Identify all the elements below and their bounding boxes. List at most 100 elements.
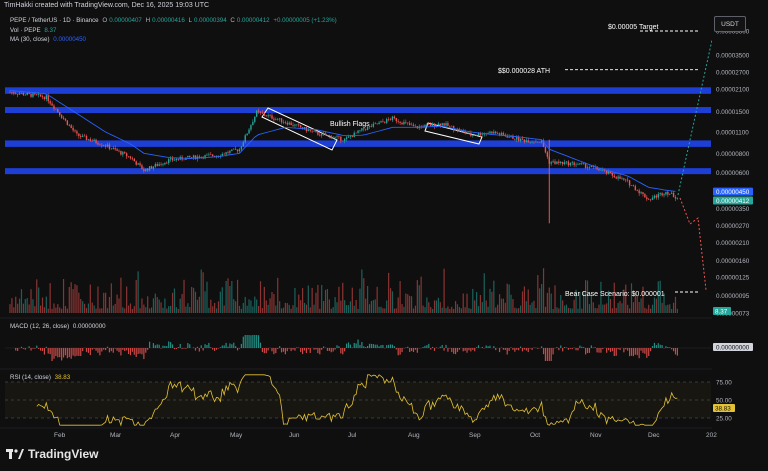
volume-bar [441, 307, 443, 313]
macd-label[interactable]: MACD (12, 26, close) [10, 323, 70, 330]
candle-body [97, 142, 99, 145]
candle-body [87, 139, 90, 140]
volume-bar [487, 306, 489, 313]
candle-body [493, 131, 495, 134]
candle-body [116, 149, 118, 151]
candle-body [343, 138, 346, 141]
candle-body [133, 159, 136, 162]
macd-bar [124, 348, 126, 352]
candle-body [669, 193, 671, 195]
macd-bar [145, 348, 147, 353]
candle-body [223, 153, 225, 155]
volume-bar [330, 308, 332, 313]
candle-body [521, 138, 524, 140]
rsi-pane [5, 374, 711, 427]
macd-bar [59, 348, 61, 358]
volume-bar [236, 279, 239, 313]
volume-bar [556, 307, 558, 313]
macd-bar [183, 348, 185, 349]
candle-body [227, 152, 229, 153]
volume-bar [449, 308, 451, 313]
macd-bar [648, 348, 650, 356]
macd-bar [72, 348, 74, 356]
candle-body [114, 147, 116, 150]
volume-bar [196, 299, 199, 313]
macd-bar [596, 348, 598, 353]
volume-bar [439, 302, 441, 313]
rsi-tick-label: 75.00 [716, 380, 732, 387]
candle-body [280, 118, 283, 123]
volume-bar [489, 288, 491, 313]
volume-bar [456, 304, 459, 313]
macd-bar [28, 346, 30, 348]
macd-bar [655, 345, 657, 348]
volume-bar [648, 304, 650, 313]
volume-label[interactable]: Vol · PEPE [10, 27, 41, 34]
volume-bar [82, 301, 84, 313]
macd-bar [628, 348, 631, 357]
symbol-title[interactable]: PEPE / TetherUS · 1D · Binance [10, 17, 99, 24]
macd-bar [504, 348, 506, 350]
candle-body [326, 135, 329, 136]
candle-body [642, 192, 644, 194]
candle-body [607, 171, 610, 174]
candle-body [345, 137, 348, 139]
macd-bar [607, 348, 610, 351]
macd-bar [315, 348, 317, 350]
macd-bar [378, 346, 380, 348]
volume-bar [254, 296, 256, 313]
candle-body [355, 132, 357, 134]
candle-body [674, 196, 677, 199]
volume-bar [258, 305, 260, 313]
macd-bar [355, 343, 357, 348]
macd-bar [118, 348, 120, 353]
macd-bar [340, 348, 342, 354]
candle-body [336, 136, 338, 137]
macd-bar [399, 348, 401, 355]
volume-value: 8.37 [44, 27, 57, 34]
candle-body [661, 193, 663, 196]
macd-bar [246, 335, 248, 348]
volume-bar [206, 281, 208, 313]
candle-body [95, 139, 97, 143]
candle-body [454, 130, 457, 131]
volume-bar [292, 305, 294, 313]
volume-bar [30, 289, 32, 313]
macd-bar [321, 348, 323, 350]
macd-bar [638, 348, 640, 359]
time-tick-label: Mar [110, 432, 122, 439]
candle-body [540, 140, 543, 143]
volume-bar [655, 298, 657, 313]
candle-body [481, 134, 484, 136]
macd-bar [41, 348, 44, 352]
macd-bar [338, 346, 340, 348]
macd-bar [625, 348, 627, 350]
candle-body [103, 145, 105, 147]
macd-bar [577, 348, 579, 351]
macd-bar [676, 348, 679, 356]
volume-bar [32, 299, 34, 313]
candle-body [582, 163, 585, 165]
candle-body [81, 135, 84, 137]
macd-bar [80, 348, 82, 357]
candle-body [315, 131, 317, 132]
macd-bar [181, 348, 183, 349]
price-axis[interactable]: 0.00005000 0.00003500 0.00002700 0.00002100… [0, 14, 768, 444]
macd-bar [292, 348, 294, 350]
time-axis[interactable]: Feb Mar Apr May Jun Jul Aug Sep Oct Nov Dec 202 [54, 432, 717, 439]
volume-bar [305, 304, 308, 313]
candle-body [328, 135, 331, 136]
rsi-label[interactable]: RSI (14, close) [10, 374, 51, 381]
volume-bar [221, 287, 223, 313]
currency-button[interactable]: USDT [714, 16, 746, 32]
volume-bar [53, 303, 55, 313]
volume-bar [403, 306, 405, 313]
volume-bar [412, 308, 415, 313]
volume-bar [74, 284, 76, 313]
macd-bar [233, 342, 235, 348]
time-tick-label: Feb [54, 432, 66, 439]
volume-bar [627, 304, 629, 313]
candle-body [18, 93, 21, 95]
ma-label[interactable]: MA (30, close) [10, 36, 50, 43]
